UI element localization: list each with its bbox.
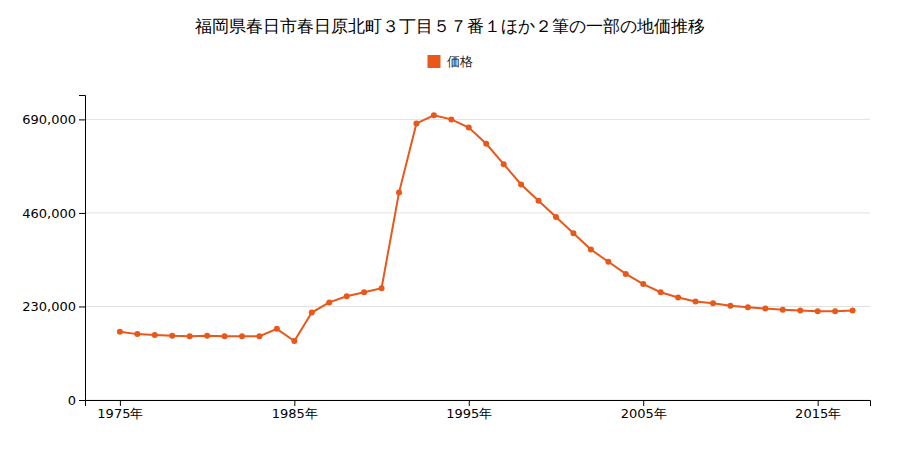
point xyxy=(815,308,821,314)
tick-label: 2015年 xyxy=(795,406,841,421)
point xyxy=(640,281,646,287)
point xyxy=(745,304,751,310)
tick-mark xyxy=(120,400,121,406)
point xyxy=(117,329,123,335)
tick: 1975年 xyxy=(97,400,143,421)
tick-mark xyxy=(79,400,85,401)
tick-mark xyxy=(469,400,470,406)
point xyxy=(797,308,803,314)
legend: 価格 xyxy=(428,54,473,69)
tick-mark xyxy=(294,400,295,406)
point xyxy=(675,295,681,301)
point xyxy=(605,259,611,265)
grid-line xyxy=(85,212,870,213)
tick: 0 xyxy=(68,393,85,408)
tick-label: 1975年 xyxy=(97,406,143,421)
point xyxy=(361,289,367,295)
marks xyxy=(117,112,856,344)
axis-line xyxy=(79,96,86,401)
y-axis: 0 230,000 460,000 690,000 xyxy=(22,96,85,408)
point xyxy=(850,308,856,314)
point xyxy=(256,333,262,339)
chart: 福岡県春日市春日原北町３丁目５７番１ほか２筆の一部の地価推移価格 1975年 198… xyxy=(0,0,900,450)
tick: 230,000 xyxy=(22,299,85,314)
legend-swatch xyxy=(428,55,441,68)
tick-mark xyxy=(79,119,85,120)
point xyxy=(762,306,768,312)
point xyxy=(536,198,542,204)
tick-label: 460,000 xyxy=(22,206,76,221)
point xyxy=(274,326,280,332)
tick-label: 1985年 xyxy=(272,406,318,421)
point xyxy=(169,333,175,339)
point xyxy=(466,125,472,131)
point xyxy=(623,271,629,277)
point xyxy=(413,120,419,126)
point xyxy=(553,214,559,220)
legend-item: 価格 xyxy=(428,54,473,69)
line xyxy=(120,115,853,341)
point xyxy=(780,307,786,313)
tick-label: 2005年 xyxy=(621,406,667,421)
tick-mark xyxy=(643,400,644,406)
point xyxy=(396,190,402,196)
legend-label: 価格 xyxy=(447,54,473,69)
point xyxy=(152,332,158,338)
point xyxy=(309,310,315,316)
point xyxy=(501,161,507,167)
point xyxy=(693,299,699,305)
tick: 460,000 xyxy=(22,206,85,221)
point xyxy=(658,289,664,295)
grid xyxy=(85,119,870,400)
tick-label: 1995年 xyxy=(446,406,492,421)
point xyxy=(518,181,524,187)
plot-area: 1975年 1985年 1995年 2005年 2015年 0 230,000 460,000… xyxy=(22,96,870,422)
tick: 2015年 xyxy=(795,400,841,421)
tick-mark xyxy=(79,306,85,307)
x-axis: 1975年 1985年 1995年 2005年 2015年 xyxy=(86,400,871,421)
point xyxy=(134,331,140,337)
tick-label: 230,000 xyxy=(22,299,76,314)
tick: 690,000 xyxy=(22,112,85,127)
point xyxy=(570,230,576,236)
point xyxy=(710,300,716,306)
point xyxy=(431,112,437,118)
tick-mark xyxy=(818,400,819,406)
point xyxy=(187,333,193,339)
tick-label: 0 xyxy=(68,393,76,408)
title: 福岡県春日市春日原北町３丁目５７番１ほか２筆の一部の地価推移 xyxy=(195,16,705,36)
tick: 1985年 xyxy=(272,400,318,421)
point xyxy=(344,293,350,299)
point xyxy=(483,141,489,147)
point xyxy=(379,285,385,291)
point xyxy=(832,308,838,314)
tick-label: 690,000 xyxy=(22,112,76,127)
axis-line xyxy=(86,401,871,407)
point xyxy=(326,299,332,305)
point xyxy=(291,338,297,344)
point xyxy=(204,333,210,339)
grid-line xyxy=(85,119,870,120)
point xyxy=(222,333,228,339)
point xyxy=(588,247,594,253)
point xyxy=(448,116,454,122)
tick: 2005年 xyxy=(621,400,667,421)
point xyxy=(727,303,733,309)
tick-mark xyxy=(79,213,85,214)
point xyxy=(239,333,245,339)
tick: 1995年 xyxy=(446,400,492,421)
